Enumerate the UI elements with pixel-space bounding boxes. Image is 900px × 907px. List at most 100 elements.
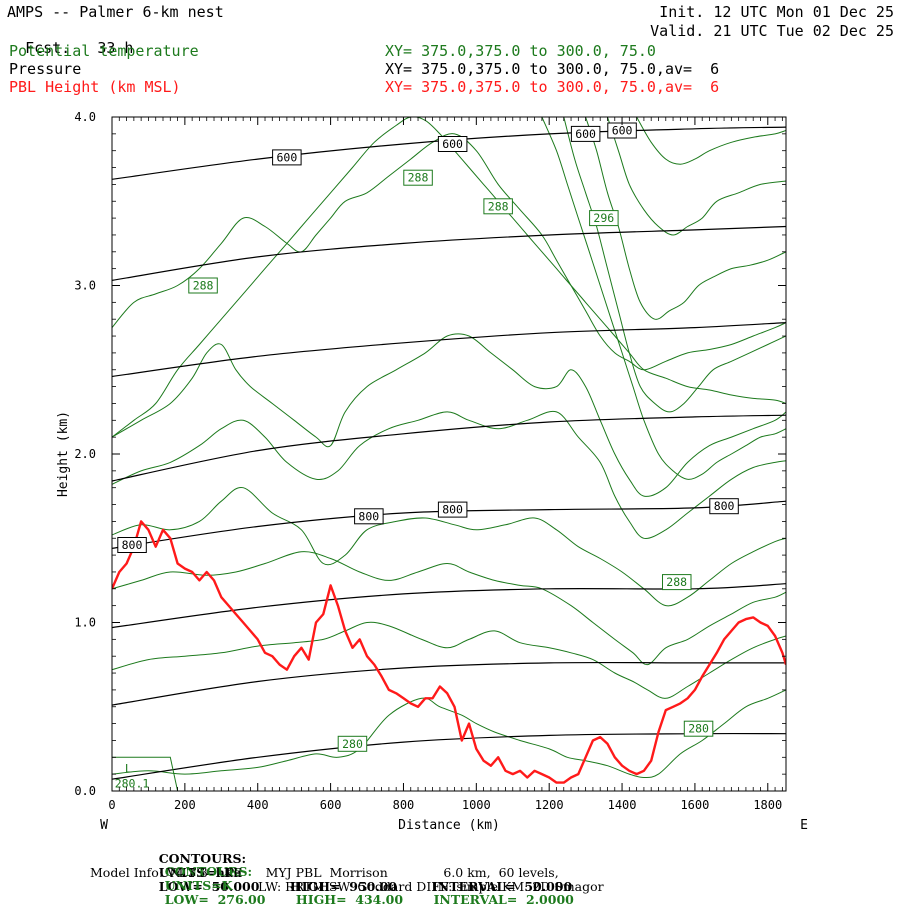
theta-label: 296 (589, 210, 619, 227)
terrain-outline (112, 756, 786, 791)
pressure-isobar-700 (112, 322, 786, 378)
footer-model-info: Model Info: V4.3.3 KF MYJ PBL Morrison 6… (90, 865, 559, 880)
pressure-label-box (709, 498, 739, 515)
y-tick-label: 1.0 (74, 616, 96, 630)
y-tick-label: 4.0 (74, 110, 96, 124)
pressure-label: 800 (117, 537, 147, 553)
footer-pressure-contours: CONTOURS: UNITS=hPa LOW= 50.000 HIGH= 95… (150, 838, 572, 894)
y-tick-label: 2.0 (74, 447, 96, 461)
pressure-label: 600 (607, 122, 637, 139)
theta-label-box (483, 198, 513, 215)
contour-labels: 600 600 600 600 800 800 800 800 280 280 288 288 288 2… (115, 122, 739, 791)
footer-pressure-low: LOW= 50.000 (158, 879, 260, 894)
x-tick-label: 1200 (535, 798, 564, 812)
theta-label-box (662, 574, 692, 591)
forecast-hour: Fcst. 33 h (7, 23, 133, 57)
field-pbl-name: PBL Height (km MSL) (9, 78, 181, 96)
pressure-isobars (112, 126, 786, 780)
theta-label-box (589, 210, 619, 227)
pressure-label: 600 (272, 149, 302, 166)
x-tick-label: 1600 (680, 798, 709, 812)
pressure-label: 600 (437, 136, 468, 152)
x-tick-label: 1800 (753, 798, 782, 812)
x-tick-label: 200 (174, 798, 196, 812)
init-time: Init. 12 UTC Mon 01 Dec 25 (659, 3, 894, 21)
terrain-low-value: 280.1 (115, 777, 150, 791)
theta-label-text: 288 (193, 279, 214, 293)
pressure-label-text: 600 (612, 124, 633, 138)
field-pbl-xy: XY= 375.0,375.0 to 300.0, 75.0,av= 6 (385, 78, 720, 96)
theta-contour-line (636, 117, 786, 165)
theta-label: 288 (188, 277, 218, 294)
theta-contours (112, 117, 786, 779)
footer-pressure-high: HIGH= 950.00 (289, 879, 398, 894)
x-tick-label: 800 (393, 798, 415, 812)
x-tick-label: 600 (320, 798, 342, 812)
theta-label-box (683, 720, 714, 737)
x-end-left: W (100, 818, 108, 833)
pressure-label-text: 600 (277, 150, 298, 164)
theta-label: 280 (683, 720, 714, 737)
theta-contour-line (112, 410, 786, 540)
pressure-label-text: 800 (442, 503, 463, 517)
theta-contour-line (112, 551, 786, 666)
pressure-label: 800 (354, 508, 384, 525)
pressure-label-box (437, 136, 468, 152)
x-end-right: E (800, 818, 808, 833)
theta-contour-line (112, 689, 786, 779)
pressure-label-text: 600 (442, 137, 463, 151)
theta-contour-line (541, 117, 786, 480)
y-axis-label: Height (km) (56, 411, 71, 497)
footer-theta-units: UNITS=K (164, 878, 233, 893)
pressure-label-box (117, 537, 147, 553)
footer-theta-contours-label: CONTOURS: (164, 864, 253, 879)
theta-label-text: 280 (688, 722, 709, 736)
x-tick-label: 400 (247, 798, 269, 812)
theta-label-text: 280 (342, 737, 363, 751)
theta-label-box (403, 169, 433, 186)
pressure-label-text: 800 (714, 499, 735, 513)
theta-label-text: 288 (666, 575, 687, 589)
y-tick-label: 3.0 (74, 279, 96, 293)
theta-label: 288 (662, 574, 692, 591)
theta-contour-line (112, 117, 786, 438)
pressure-label-box (437, 501, 468, 518)
pressure-label-text: 800 (358, 509, 379, 523)
footer-physics-info: LW: RRTM SW: Goddard DIFF: simple KM: 2D… (258, 879, 604, 894)
y-tick-label: 0.0 (74, 784, 96, 798)
forecast-label: Fcst. (25, 39, 71, 57)
footer-pressure-interval: INTERVAL= 50.000 (431, 879, 573, 894)
pressure-label-box (272, 149, 302, 166)
pressure-isobar-650 (112, 225, 786, 281)
x-tick-label: 0 (108, 798, 115, 812)
footer-pressure-units: UNITS=hPa (158, 865, 242, 880)
theta-contour-line (112, 621, 786, 699)
pbl-height-line (112, 520, 786, 784)
theta-label: 280 (337, 735, 368, 752)
theta-label-text: 288 (488, 199, 509, 213)
forecast-value: 33 h (97, 39, 134, 57)
theta-contour-line (112, 133, 786, 371)
pbl-height-series (112, 520, 786, 784)
pressure-label-text: 600 (575, 127, 596, 141)
terrain-low-marker: L (125, 762, 132, 776)
theta-contour-line (607, 117, 786, 236)
pressure-label-text: 800 (122, 538, 143, 552)
pressure-isobar-850 (112, 583, 786, 629)
theta-contour-line (112, 486, 786, 607)
pressure-isobar-950 (112, 732, 786, 780)
pressure-isobar-900 (112, 661, 786, 706)
pressure-isobar-750 (112, 414, 786, 482)
theta-label-box (188, 277, 218, 294)
chart-title: AMPS -- Palmer 6-km nest (7, 3, 224, 21)
x-tick-label: 1000 (462, 798, 491, 812)
theta-contour-line (112, 333, 786, 497)
axes: 0 200 400 600 800 1000 1200 1400 1600 1800 0.0 1.0 2… (74, 110, 786, 812)
terrain-box (112, 756, 786, 791)
field-pressure-xy: XY= 375.0,375.0 to 300.0, 75.0,av= 6 (385, 60, 720, 78)
field-pressure-name: Pressure (9, 60, 82, 78)
valid-time: Valid. 21 UTC Tue 02 Dec 25 (650, 22, 894, 40)
plot-frame (111, 116, 787, 792)
pressure-isobar-600 (112, 126, 786, 180)
